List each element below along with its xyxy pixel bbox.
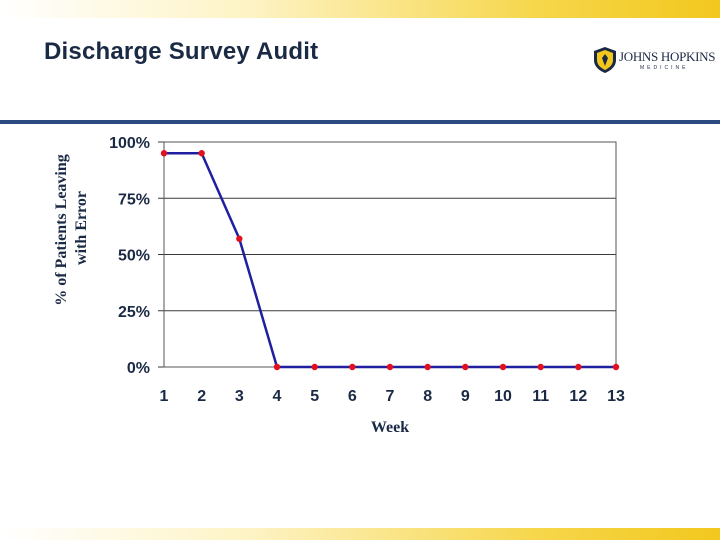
x-tick-label: 6: [348, 388, 357, 405]
data-point: [236, 235, 243, 242]
data-point: [160, 150, 168, 157]
y-tick-label: 0%: [127, 360, 150, 377]
logo-name: JOHNS HOPKINS: [619, 49, 716, 64]
x-tick-label: 4: [273, 388, 282, 405]
data-point: [499, 363, 507, 371]
data-point: [537, 363, 544, 371]
data-point: [612, 363, 620, 371]
data-point: [462, 363, 469, 371]
y-axis-title-line-1: % of Patients Leaving: [53, 154, 70, 306]
x-tick-labels: 1 2 3 4 5 6 7 8 9 10 11 12 13: [160, 388, 625, 405]
y-tick-label: 25%: [118, 304, 150, 321]
institution-logo: JOHNS HOPKINS MEDICINE: [592, 46, 715, 74]
x-tick-label: 13: [607, 388, 625, 405]
x-tick-label: 9: [461, 388, 470, 405]
x-tick-label: 12: [569, 388, 587, 405]
x-tick-label: 1: [160, 388, 169, 405]
data-point: [273, 363, 281, 371]
shield-icon: [594, 47, 616, 73]
x-axis-title: Week: [371, 419, 409, 436]
series-line: [164, 152, 616, 369]
data-point: [349, 363, 356, 371]
top-gradient-band: [0, 0, 720, 18]
y-tick-label: 75%: [118, 191, 150, 208]
bottom-gradient-band: [0, 528, 720, 540]
y-tick-label: 50%: [118, 248, 150, 265]
data-point: [311, 363, 318, 371]
x-tick-label: 3: [235, 388, 244, 405]
data-point: [575, 363, 582, 371]
x-tick-label: 2: [197, 388, 206, 405]
slide-title: Discharge Survey Audit: [44, 38, 319, 65]
logo-subtitle: MEDICINE: [640, 65, 689, 71]
x-tick-label: 10: [494, 388, 512, 405]
x-tick-label: 8: [423, 388, 432, 405]
y-tick-labels: 0% 25% 50% 75% 100%: [109, 135, 150, 377]
y-axis-title-line-2: with Error: [73, 191, 90, 265]
header-divider: [0, 120, 720, 124]
data-point: [424, 363, 431, 371]
x-tick-label: 7: [386, 388, 395, 405]
x-tick-label: 11: [532, 388, 549, 405]
series-layer: [160, 150, 620, 371]
data-point: [386, 363, 394, 371]
x-tick-label: 5: [310, 388, 319, 405]
y-tick-label: 100%: [109, 135, 150, 152]
y-axis-title: % of Patients Leaving with Error: [53, 150, 90, 306]
grid-lines: [158, 141, 616, 368]
data-point: [198, 150, 205, 157]
